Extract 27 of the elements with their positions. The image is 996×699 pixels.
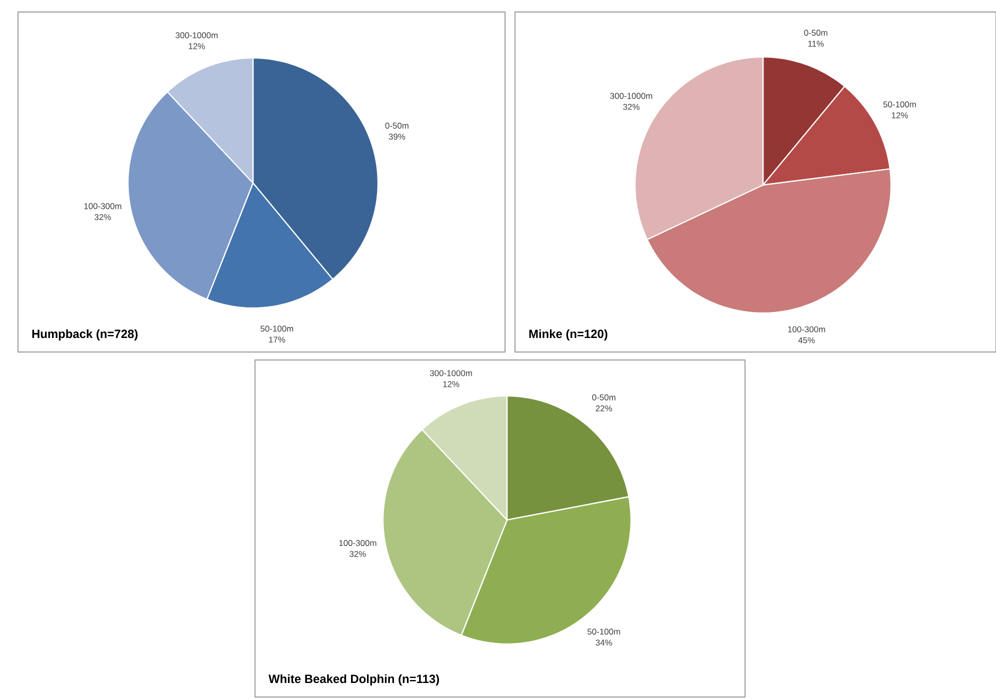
data-label: 12% bbox=[892, 112, 908, 118]
slice-label: 0-50m bbox=[804, 30, 828, 36]
text: Humpback (n=728) bbox=[32, 329, 138, 340]
data-label: 34% bbox=[596, 640, 612, 646]
data-label: 32% bbox=[350, 550, 366, 557]
slice-label: 300-1000m bbox=[176, 32, 218, 38]
data-label: 32% bbox=[94, 214, 111, 220]
slice-label: 300-1000m bbox=[610, 92, 652, 99]
data-label: 22% bbox=[596, 405, 612, 412]
data-label: 32% bbox=[623, 104, 640, 110]
slice-label: 100-300m bbox=[84, 203, 122, 210]
data-label: 45% bbox=[798, 337, 815, 344]
slice-label: 50-100m bbox=[260, 326, 294, 332]
data-label: 17% bbox=[269, 336, 286, 343]
slice-label: 50-100m bbox=[588, 628, 620, 635]
slice-label: 100-300m bbox=[788, 326, 826, 332]
slice-label: 50-100m bbox=[883, 101, 916, 108]
data-label: 12% bbox=[188, 43, 205, 50]
data-label: 11% bbox=[808, 40, 824, 47]
slice-label: 0-50m bbox=[592, 394, 616, 400]
data-label: 12% bbox=[443, 381, 460, 388]
text: White Beaked Dolphin (n=113) bbox=[268, 674, 440, 686]
slice-label: 300-1000m bbox=[430, 370, 472, 376]
slice-label: 100-300m bbox=[339, 540, 376, 546]
text: Minke (n=120) bbox=[529, 329, 608, 340]
slice-label: 0-50m bbox=[385, 122, 408, 129]
data-label: 39% bbox=[388, 134, 406, 140]
